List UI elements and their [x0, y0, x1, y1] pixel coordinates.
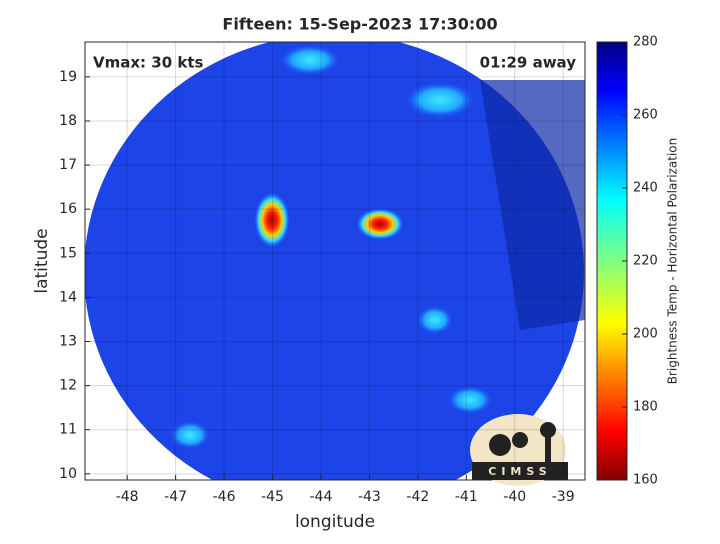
colorbar-tick-label: 180 — [633, 400, 658, 415]
annotation: Vmax: 30 kts — [93, 54, 203, 72]
logo: CIMSS — [470, 414, 568, 486]
logo-text: CIMSS — [488, 465, 551, 478]
x-axis-label: longitude — [295, 512, 375, 532]
chart-title: Fifteen: 15-Sep-2023 17:30:00 — [222, 15, 497, 34]
x-tick-label: -47 — [164, 489, 187, 505]
x-tick-label: -39 — [552, 489, 575, 505]
y-tick-label: 11 — [59, 422, 77, 438]
x-tick-label: -42 — [406, 489, 429, 505]
y-tick-label: 14 — [59, 289, 77, 305]
x-tick-label: -40 — [503, 489, 526, 505]
plot-frame — [84, 41, 586, 481]
y-tick-label: 15 — [59, 245, 77, 261]
x-tick-label: -45 — [261, 489, 284, 505]
annotation: 01:29 away — [480, 54, 577, 72]
colorbar-tick-label: 200 — [633, 327, 658, 342]
colorbar-label: Brightness Temp - Horizontal Polarizatio… — [666, 138, 680, 385]
x-tick-label: -43 — [358, 489, 381, 505]
y-tick-label: 13 — [59, 333, 77, 349]
x-tick-label: -46 — [213, 489, 236, 505]
y-tick-label: 17 — [59, 157, 77, 173]
x-tick-label: -44 — [310, 489, 333, 505]
colorbar-tick-label: 160 — [633, 473, 658, 488]
x-tick-label: -48 — [116, 489, 139, 505]
y-axis-label: latitude — [32, 228, 52, 293]
colorbar-tick-label: 260 — [633, 108, 658, 123]
colorbar-tick-label: 280 — [633, 35, 658, 50]
y-tick-label: 10 — [59, 466, 77, 482]
image — [85, 42, 585, 480]
y-tick-label: 12 — [59, 378, 77, 394]
colorbar-tick-label: 240 — [633, 181, 658, 196]
colorbar-tick-label: 220 — [633, 254, 658, 269]
y-tick-label: 18 — [59, 113, 77, 129]
x-tick-label: -41 — [455, 489, 478, 505]
y-tick-label: 19 — [59, 69, 77, 85]
y-tick-label: 16 — [59, 201, 77, 217]
